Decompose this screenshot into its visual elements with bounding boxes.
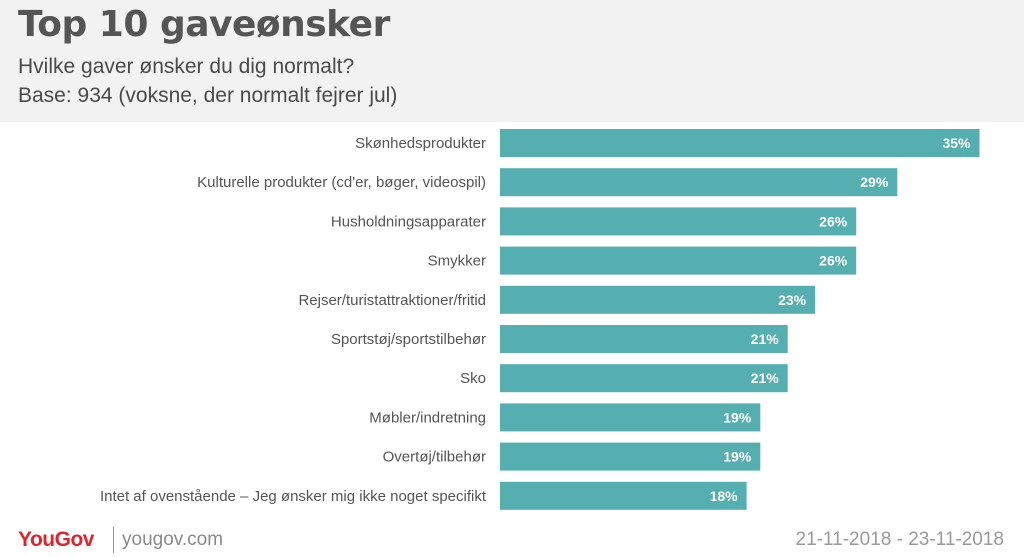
value-label: 19% (723, 449, 752, 465)
chart-subtitle: Hvilke gaver ønsker du dig normalt? (18, 55, 355, 78)
bar (500, 285, 816, 314)
value-label: 19% (723, 409, 752, 425)
bar (500, 442, 761, 471)
category-label: Kulturelle produkter (cd'er, bøger, vide… (197, 174, 486, 191)
chart-base-note: Base: 934 (voksne, der normalt fejrer ju… (18, 84, 398, 107)
bar (500, 207, 857, 236)
footer-date-range: 21-11-2018 - 23-11-2018 (795, 529, 1004, 550)
category-label: Husholdningsapparater (331, 213, 486, 230)
bar (500, 129, 980, 157)
value-label: 21% (751, 370, 780, 386)
chart-title: Top 10 gaveønsker (18, 4, 390, 45)
category-label: Rejser/turistattraktioner/fritid (298, 292, 486, 309)
category-label: Smykker (428, 253, 486, 270)
bar (500, 364, 788, 393)
bar (500, 403, 761, 432)
footer-site: yougov.com (122, 529, 224, 550)
bar (500, 168, 898, 197)
yougov-logo: YouGov (18, 528, 94, 551)
category-label: Sko (460, 370, 486, 387)
header-band: Top 10 gaveønsker Hvilke gaver ønsker du… (0, 0, 1024, 122)
value-label: 21% (751, 331, 780, 347)
category-label: Overtøj/tilbehør (383, 449, 486, 466)
footer-divider (113, 527, 114, 553)
bar (500, 325, 788, 353)
bar-chart: Skønhedsprodukter 35% Kulturelle produkter… (100, 129, 980, 510)
value-label: 23% (778, 292, 807, 308)
value-label: 29% (860, 174, 889, 190)
category-label: Skønhedsprodukter (355, 135, 486, 152)
value-label: 26% (819, 253, 848, 269)
value-label: 35% (942, 135, 971, 151)
bar (500, 246, 857, 275)
value-label: 18% (710, 488, 739, 504)
value-label: 26% (819, 213, 848, 229)
bar (500, 481, 747, 510)
category-label: Sportstøj/sportstilbehør (331, 331, 486, 348)
category-label: Intet af ovenstående – Jeg ønsker mig ik… (100, 488, 487, 505)
category-label: Møbler/indretning (369, 409, 486, 426)
